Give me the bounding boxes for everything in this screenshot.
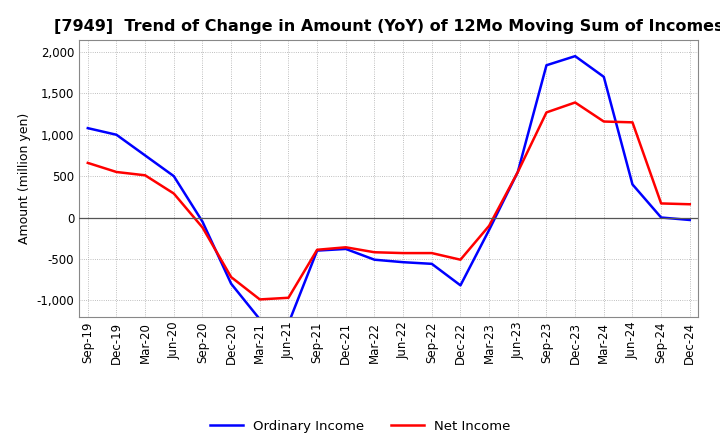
Ordinary Income	[600, 74, 608, 80]
Net Income	[571, 100, 580, 105]
Ordinary Income	[284, 321, 293, 326]
Ordinary Income	[628, 182, 636, 187]
Y-axis label: Amount (million yen): Amount (million yen)	[18, 113, 31, 244]
Ordinary Income	[370, 257, 379, 262]
Ordinary Income	[84, 125, 92, 131]
Ordinary Income	[112, 132, 121, 137]
Ordinary Income	[485, 227, 493, 233]
Net Income	[141, 172, 150, 178]
Net Income	[542, 110, 551, 115]
Net Income	[227, 275, 235, 280]
Ordinary Income	[399, 260, 408, 265]
Net Income	[256, 297, 264, 302]
Ordinary Income	[542, 62, 551, 68]
Net Income	[84, 160, 92, 165]
Net Income	[456, 257, 465, 262]
Net Income	[198, 225, 207, 230]
Ordinary Income	[169, 173, 178, 179]
Net Income	[399, 250, 408, 256]
Ordinary Income	[456, 283, 465, 288]
Net Income	[628, 120, 636, 125]
Line: Ordinary Income: Ordinary Income	[88, 56, 690, 323]
Net Income	[312, 247, 321, 253]
Ordinary Income	[341, 246, 350, 252]
Net Income	[685, 202, 694, 207]
Net Income	[485, 223, 493, 228]
Net Income	[370, 249, 379, 255]
Ordinary Income	[227, 281, 235, 286]
Net Income	[657, 201, 665, 206]
Ordinary Income	[513, 169, 522, 175]
Net Income	[169, 191, 178, 196]
Net Income	[284, 295, 293, 301]
Title: [7949]  Trend of Change in Amount (YoY) of 12Mo Moving Sum of Incomes: [7949] Trend of Change in Amount (YoY) o…	[54, 19, 720, 34]
Line: Net Income: Net Income	[88, 103, 690, 300]
Ordinary Income	[141, 153, 150, 158]
Legend: Ordinary Income, Net Income: Ordinary Income, Net Income	[204, 414, 516, 438]
Net Income	[600, 119, 608, 124]
Ordinary Income	[312, 248, 321, 253]
Ordinary Income	[657, 215, 665, 220]
Ordinary Income	[685, 217, 694, 223]
Ordinary Income	[428, 261, 436, 267]
Ordinary Income	[571, 54, 580, 59]
Ordinary Income	[198, 219, 207, 224]
Net Income	[341, 245, 350, 250]
Net Income	[428, 250, 436, 256]
Ordinary Income	[256, 317, 264, 322]
Net Income	[513, 169, 522, 175]
Net Income	[112, 169, 121, 175]
